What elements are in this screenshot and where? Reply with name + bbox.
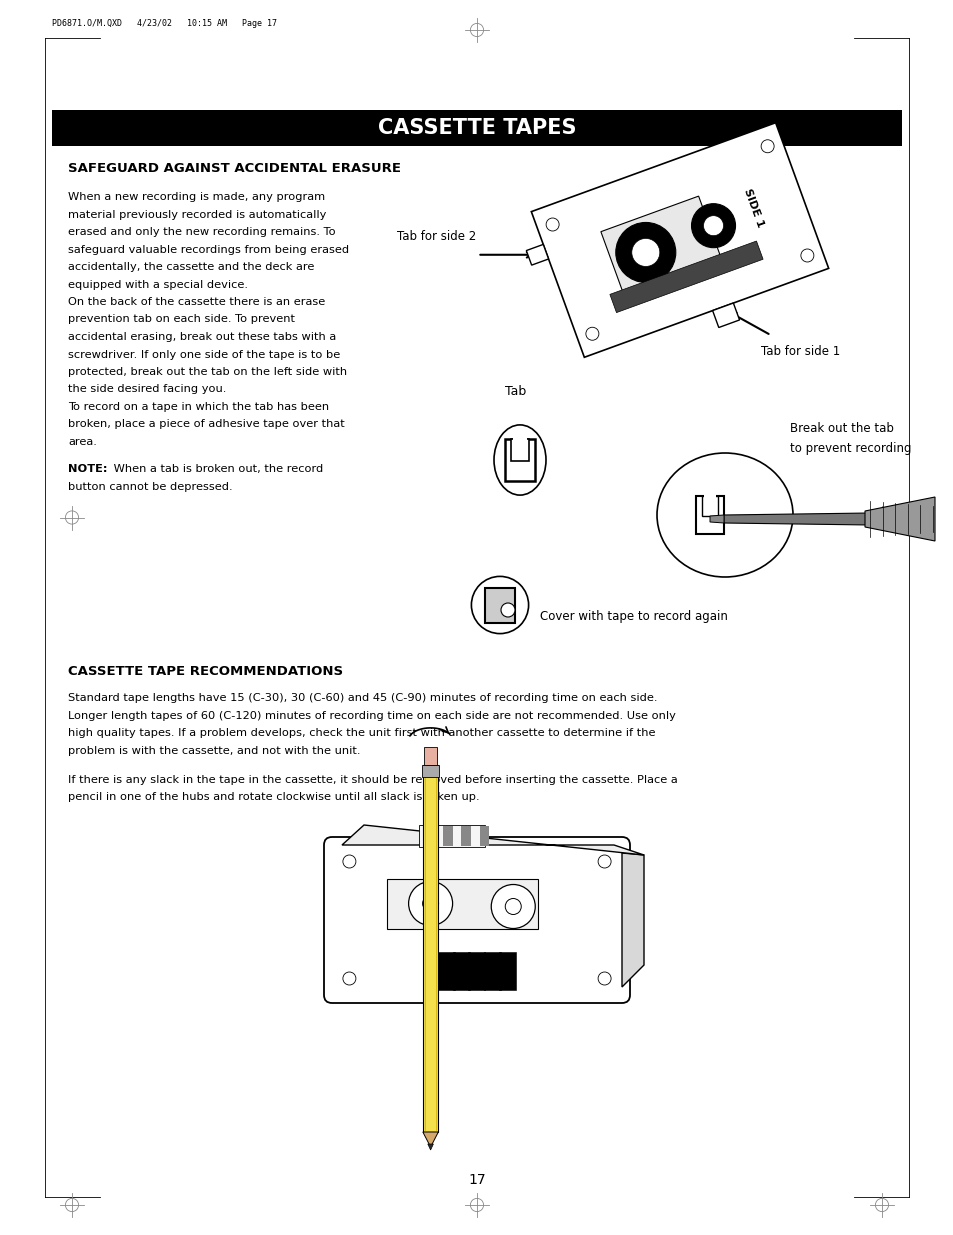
Bar	[484, 588, 515, 622]
Text: Cover with tape to record again: Cover with tape to record again	[539, 610, 727, 622]
Bar	[418, 825, 484, 847]
Bar	[696, 496, 723, 534]
Text: Break out the tab: Break out the tab	[789, 422, 893, 435]
Text: pencil in one of the hubs and rotate clockwise until all slack is taken up.: pencil in one of the hubs and rotate clo…	[68, 793, 479, 803]
Text: Tab: Tab	[504, 385, 526, 398]
Bar	[437, 952, 455, 990]
Text: equipped with a special device.: equipped with a special device.	[68, 279, 248, 289]
Circle shape	[422, 895, 438, 911]
Bar	[422, 764, 437, 1132]
Text: broken, place a piece of adhesive tape over that: broken, place a piece of adhesive tape o…	[68, 420, 344, 430]
Bar	[52, 110, 901, 146]
Bar	[513, 437, 526, 459]
Text: CASSETTE TAPES: CASSETTE TAPES	[377, 119, 576, 138]
Bar	[442, 826, 452, 846]
Polygon shape	[341, 825, 643, 855]
Circle shape	[598, 855, 611, 868]
Text: prevention tab on each side. To prevent: prevention tab on each side. To prevent	[68, 315, 294, 325]
Ellipse shape	[471, 577, 528, 634]
Bar	[424, 826, 434, 846]
Circle shape	[491, 884, 535, 929]
Polygon shape	[709, 515, 723, 522]
Text: Longer length tapes of 60 (C-120) minutes of recording time on each side are not: Longer length tapes of 60 (C-120) minute…	[68, 710, 675, 720]
Polygon shape	[864, 496, 934, 541]
FancyBboxPatch shape	[324, 837, 629, 1003]
Circle shape	[760, 140, 773, 153]
Bar	[511, 438, 529, 461]
Text: button cannot be depressed.: button cannot be depressed.	[68, 482, 233, 492]
Bar	[468, 952, 485, 990]
Polygon shape	[723, 513, 869, 525]
Circle shape	[342, 855, 355, 868]
Text: high quality tapes. If a problem develops, check the unit first with another cas: high quality tapes. If a problem develop…	[68, 727, 655, 739]
Text: If there is any slack in the tape in the cassette, it should be removed before i: If there is any slack in the tape in the…	[68, 776, 677, 785]
Circle shape	[505, 899, 520, 914]
Text: PD6871.O/M.QXD   4/23/02   10:15 AM   Page 17: PD6871.O/M.QXD 4/23/02 10:15 AM Page 17	[52, 19, 276, 28]
Text: Standard tape lengths have 15 (C-30), 30 (C-60) and 45 (C-90) minutes of recordi: Standard tape lengths have 15 (C-30), 30…	[68, 693, 657, 703]
Ellipse shape	[657, 453, 792, 577]
Text: area.: area.	[68, 437, 97, 447]
Circle shape	[342, 972, 355, 986]
Circle shape	[585, 327, 598, 341]
Text: When a new recording is made, any program: When a new recording is made, any progra…	[68, 191, 325, 203]
Bar	[479, 826, 489, 846]
Circle shape	[702, 216, 722, 236]
Text: Tab for side 1: Tab for side 1	[760, 346, 840, 358]
Circle shape	[615, 222, 675, 283]
Text: SAFEGUARD AGAINST ACCIDENTAL ERASURE: SAFEGUARD AGAINST ACCIDENTAL ERASURE	[68, 162, 400, 175]
Text: Tab for side 2: Tab for side 2	[397, 230, 476, 243]
Text: accidental erasing, break out these tabs with a: accidental erasing, break out these tabs…	[68, 332, 335, 342]
Ellipse shape	[494, 425, 545, 495]
Polygon shape	[422, 1132, 437, 1147]
Polygon shape	[609, 241, 762, 312]
Polygon shape	[600, 196, 723, 301]
FancyBboxPatch shape	[504, 438, 535, 480]
Text: SIDE 1: SIDE 1	[741, 186, 765, 228]
Text: material previously recorded is automatically: material previously recorded is automati…	[68, 210, 326, 220]
Polygon shape	[531, 122, 828, 357]
Text: the side desired facing you.: the side desired facing you.	[68, 384, 226, 394]
Circle shape	[800, 249, 813, 262]
Circle shape	[631, 238, 659, 267]
Bar	[387, 879, 537, 929]
Polygon shape	[621, 853, 643, 987]
Bar	[421, 764, 439, 777]
Text: NOTE:: NOTE:	[68, 464, 108, 474]
Bar	[453, 952, 470, 990]
Polygon shape	[712, 303, 739, 327]
Bar	[498, 952, 516, 990]
Bar	[701, 496, 718, 516]
Circle shape	[500, 603, 515, 618]
Circle shape	[691, 204, 735, 248]
Bar	[423, 747, 436, 764]
Bar	[460, 826, 471, 846]
Text: problem is with the cassette, and not with the unit.: problem is with the cassette, and not wi…	[68, 746, 360, 756]
Circle shape	[598, 972, 611, 986]
Text: When a tab is broken out, the record: When a tab is broken out, the record	[110, 464, 323, 474]
Text: 17: 17	[468, 1173, 485, 1187]
Text: To record on a tape in which the tab has been: To record on a tape in which the tab has…	[68, 403, 329, 412]
Text: CASSETTE TAPE RECOMMENDATIONS: CASSETTE TAPE RECOMMENDATIONS	[68, 664, 343, 678]
Text: safeguard valuable recordings from being erased: safeguard valuable recordings from being…	[68, 245, 349, 254]
Text: protected, break out the tab on the left side with: protected, break out the tab on the left…	[68, 367, 347, 377]
Text: screwdriver. If only one side of the tape is to be: screwdriver. If only one side of the tap…	[68, 350, 340, 359]
Text: to prevent recording: to prevent recording	[789, 442, 910, 454]
Circle shape	[545, 219, 558, 231]
Text: On the back of the cassette there is an erase: On the back of the cassette there is an …	[68, 296, 325, 308]
Polygon shape	[526, 245, 548, 266]
Bar	[703, 494, 716, 514]
Polygon shape	[427, 1144, 433, 1150]
Bar	[483, 952, 500, 990]
Circle shape	[408, 882, 452, 925]
Text: erased and only the new recording remains. To: erased and only the new recording remain…	[68, 227, 335, 237]
Text: accidentally, the cassette and the deck are: accidentally, the cassette and the deck …	[68, 262, 314, 272]
